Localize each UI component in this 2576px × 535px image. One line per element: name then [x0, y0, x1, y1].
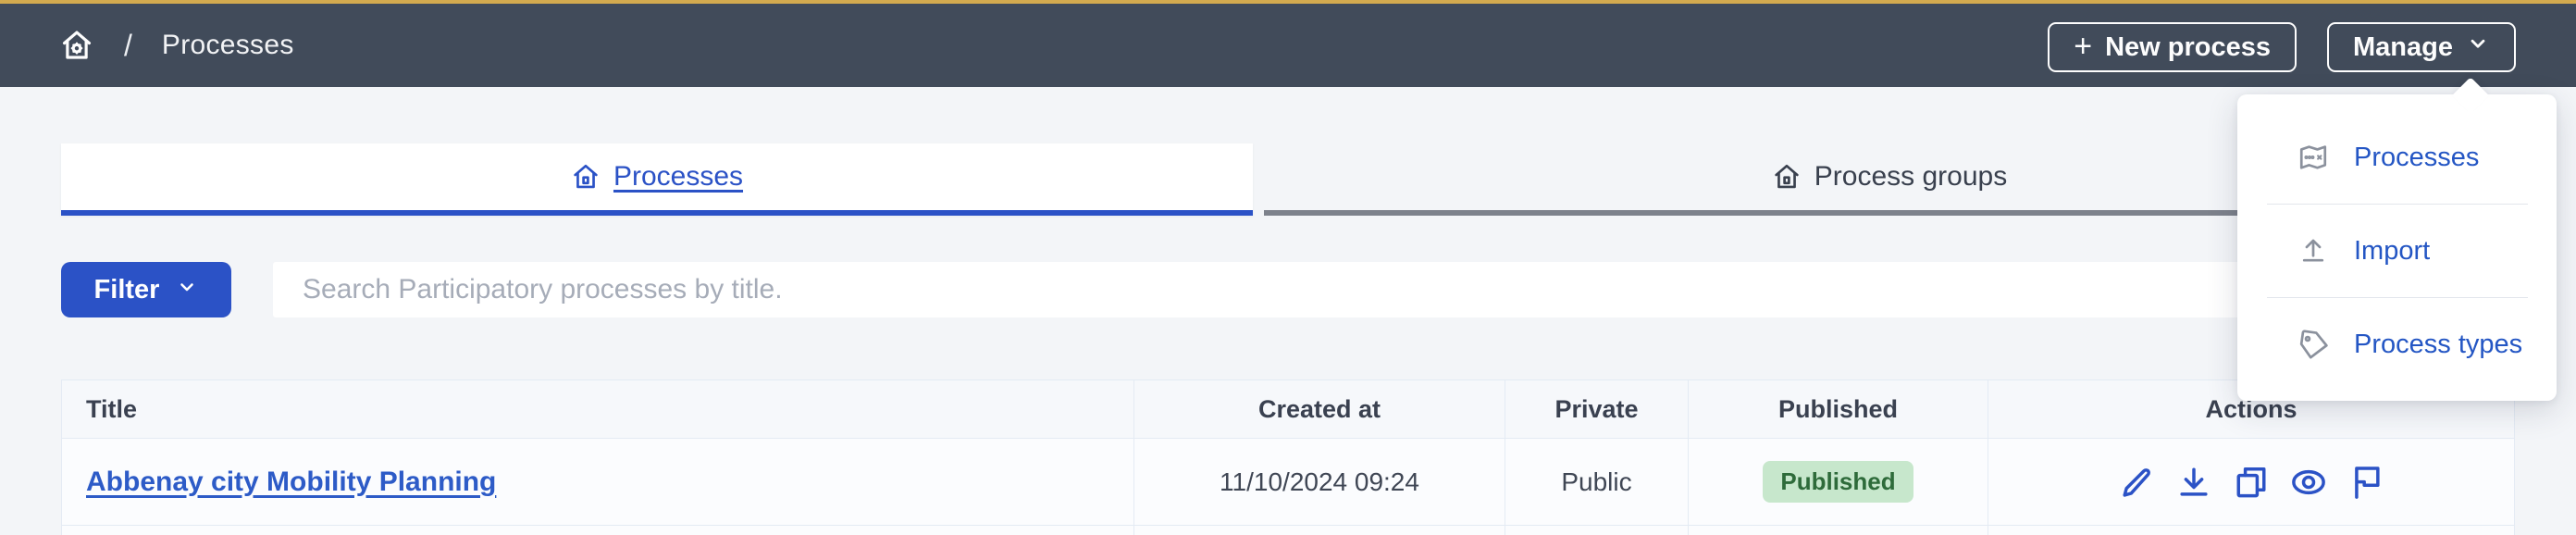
published-cell: Published [1689, 439, 1988, 525]
filter-label: Filter [93, 274, 160, 305]
table-row: Abbenay city Mobility Planning 11/10/202… [62, 439, 2514, 526]
home-icon [1772, 162, 1802, 192]
home-icon [571, 162, 601, 192]
topbar-actions: + New process Manage [2048, 22, 2516, 72]
status-badge: Published [1763, 460, 1913, 504]
column-header-created-at: Created at [1134, 380, 1505, 438]
breadcrumb-current: Processes [161, 30, 294, 60]
new-process-label: New process [2105, 31, 2272, 62]
preview-icon[interactable] [2288, 462, 2329, 503]
row-actions [1988, 439, 2514, 525]
table-header-row: Title Created at Private Published Actio… [62, 380, 2514, 439]
new-process-button[interactable]: + New process [2048, 22, 2297, 72]
plus-icon: + [2074, 29, 2093, 64]
tab-process-groups-label: Process groups [1814, 161, 2008, 192]
process-title-link[interactable]: Abbenay city Mobility Planning [86, 466, 497, 497]
menu-divider [2267, 204, 2528, 205]
processes-table: Title Created at Private Published Actio… [61, 379, 2515, 535]
chevron-down-icon [176, 275, 198, 305]
chevron-down-icon [2466, 31, 2490, 63]
filter-button[interactable]: Filter [61, 262, 231, 317]
breadcrumb-separator: / [124, 28, 132, 62]
map-icon [2297, 141, 2330, 174]
tab-processes[interactable]: Processes [61, 143, 1253, 216]
admin-home-icon[interactable] [59, 28, 94, 63]
menu-item-import[interactable]: Import [2237, 205, 2557, 297]
manage-button[interactable]: Manage [2327, 22, 2516, 72]
flag-icon[interactable] [2346, 462, 2386, 503]
edit-icon[interactable] [2116, 462, 2157, 503]
breadcrumb: / Processes [0, 28, 294, 63]
download-icon[interactable] [2174, 462, 2214, 503]
tab-process-groups[interactable]: Process groups [1264, 143, 2515, 216]
menu-item-processes[interactable]: Processes [2237, 111, 2557, 204]
upload-icon [2297, 234, 2330, 268]
search-input[interactable] [273, 262, 2515, 317]
tab-processes-label: Processes [613, 161, 744, 192]
table-row-partial [62, 526, 2514, 535]
private-cell: Public [1505, 439, 1689, 525]
menu-item-label: Import [2354, 235, 2431, 266]
created-at-cell: 11/10/2024 09:24 [1134, 439, 1505, 525]
menu-item-label: Process types [2354, 329, 2523, 359]
menu-item-process-types[interactable]: Process types [2237, 298, 2557, 391]
tag-icon [2297, 328, 2330, 361]
manage-dropdown-menu: Processes Import Process types [2237, 77, 2557, 401]
copy-icon[interactable] [2231, 462, 2272, 503]
column-header-title: Title [62, 380, 1134, 438]
menu-item-label: Processes [2354, 142, 2480, 172]
topbar: / Processes + New process Manage [0, 0, 2576, 87]
tab-bar: Processes Process groups [61, 143, 2515, 216]
column-header-published: Published [1689, 380, 1988, 438]
menu-divider [2267, 297, 2528, 298]
column-header-private: Private [1505, 380, 1689, 438]
manage-label: Manage [2353, 31, 2453, 62]
